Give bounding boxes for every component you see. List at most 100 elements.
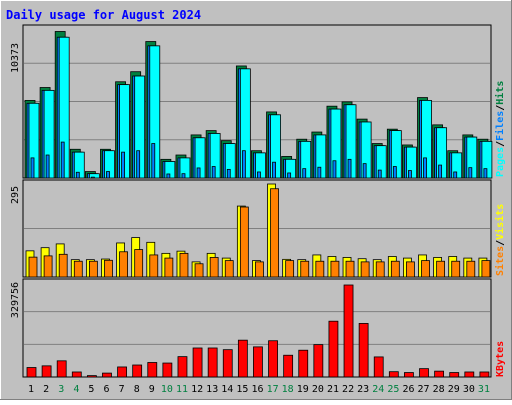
sites-bar [58, 253, 68, 278]
sites-bar-fill [406, 261, 415, 278]
kbytes-bar-fill [222, 349, 233, 378]
pages-bar-fill [75, 171, 80, 179]
sites-bar [300, 260, 310, 278]
sites-bar-fill [119, 251, 128, 278]
kbytes-bar-fill [479, 371, 490, 378]
kbytes-bar-fill [56, 360, 67, 378]
sites-bar-fill [315, 260, 325, 278]
sites-bar-fill [73, 260, 83, 278]
kbytes-bar-fill [464, 371, 475, 378]
pages-bar [347, 158, 352, 179]
pages-bar-fill [377, 169, 382, 179]
sites-bar-fill [224, 260, 234, 278]
sites-bar-fill [88, 260, 98, 278]
sites-bar [239, 206, 249, 278]
x-tick-label: 20 [312, 384, 324, 395]
sites-bar-fill [300, 260, 310, 278]
visits-panel-ymax-label: 295 [10, 186, 21, 204]
x-tick-label: 14 [221, 384, 233, 395]
sites-bar-fill [179, 252, 189, 278]
kbytes-bar [253, 346, 263, 378]
kbytes-bar [237, 339, 248, 378]
pages-bar-fill [392, 166, 397, 179]
kbytes-bar [358, 323, 369, 378]
sites-bar [194, 263, 204, 278]
x-tick-label: 13 [206, 384, 218, 395]
kbytes-bar-fill [26, 367, 37, 378]
sites-bar-fill [164, 257, 174, 278]
pages-bar-fill [287, 172, 292, 179]
x-tick-label: 31 [478, 384, 490, 395]
pages-bar [30, 157, 35, 179]
x-tick-label: 4 [73, 384, 79, 395]
sites-bar-fill [43, 255, 53, 278]
kbytes-bar [449, 372, 460, 378]
pages-bar [377, 169, 382, 179]
x-tick-label: 10 [161, 384, 173, 395]
legend-pages: Pages [495, 147, 506, 177]
pages-bar [257, 171, 261, 179]
x-tick-label: 19 [297, 384, 309, 395]
pages-bar-fill [302, 168, 307, 179]
svg-text:Sites/Visits: Sites/Visits [494, 204, 506, 276]
sites-bar-fill [375, 261, 385, 278]
x-tick-label: 22 [342, 384, 354, 395]
sites-bar [406, 261, 415, 278]
kbytes-bar-fill [177, 356, 188, 378]
sites-bar-fill [330, 260, 340, 278]
kbytes-bar [343, 284, 354, 378]
pages-bar-fill [226, 168, 231, 179]
pages-bar-fill [483, 168, 488, 179]
legend-kbytes: KBytes [495, 341, 506, 377]
pages-bar-fill [166, 173, 171, 179]
pages-bar [408, 170, 412, 179]
sites-bar-fill [239, 206, 249, 278]
kbytes-bar [177, 356, 188, 378]
pages-bar-fill [332, 160, 337, 179]
kbytes-bar-fill [132, 364, 143, 378]
pages-bar [45, 154, 50, 179]
kbytes-bar-fill [373, 356, 384, 378]
pages-bar-fill [257, 171, 261, 179]
sites-bar [224, 260, 234, 278]
kbytes-bar [298, 349, 309, 378]
pages-bar-fill [423, 157, 427, 179]
pages-bar-fill [241, 150, 246, 179]
sites-bar-fill [345, 260, 355, 278]
x-tick-label: 6 [104, 384, 110, 395]
kbytes-bar-fill [253, 346, 263, 378]
sites-bar-fill [285, 260, 295, 278]
chart-title: Daily usage for August 2024 [6, 8, 201, 22]
kbytes-bar [26, 367, 37, 378]
x-tick-label: 27 [418, 384, 430, 395]
pages-bar-fill [60, 141, 65, 179]
pages-bar [468, 167, 473, 179]
kbytes-bar-fill [343, 284, 354, 378]
x-tick-label: 16 [251, 384, 263, 395]
sites-bar-fill [149, 254, 159, 278]
x-tick-label: 23 [357, 384, 369, 395]
kbytes-bar-fill [388, 371, 399, 378]
pages-bar [75, 171, 80, 179]
kbytes-bar [71, 371, 82, 378]
kbytes-bar [328, 320, 339, 378]
x-tick-label: 25 [387, 384, 399, 395]
sites-bar-fill [28, 256, 38, 278]
kbytes-bar [147, 362, 158, 378]
kbytes-bar [373, 356, 384, 378]
kbytes-bar-fill [419, 368, 429, 378]
kbytes-panel-ymax-label: 329756 [10, 282, 21, 318]
sites-bar-fill [58, 253, 68, 278]
pages-bar-fill [347, 158, 352, 179]
x-tick-label: 26 [402, 384, 414, 395]
kbytes-bar-fill [86, 375, 97, 378]
x-tick-label: 15 [236, 384, 248, 395]
pages-bar-fill [181, 173, 186, 179]
legend-files: Files [494, 111, 506, 141]
pages-bar-fill [408, 170, 412, 179]
sites-bar-fill [390, 260, 400, 278]
kbytes-bar [117, 366, 127, 378]
sites-bar [330, 260, 340, 278]
sites-bar [375, 261, 385, 278]
